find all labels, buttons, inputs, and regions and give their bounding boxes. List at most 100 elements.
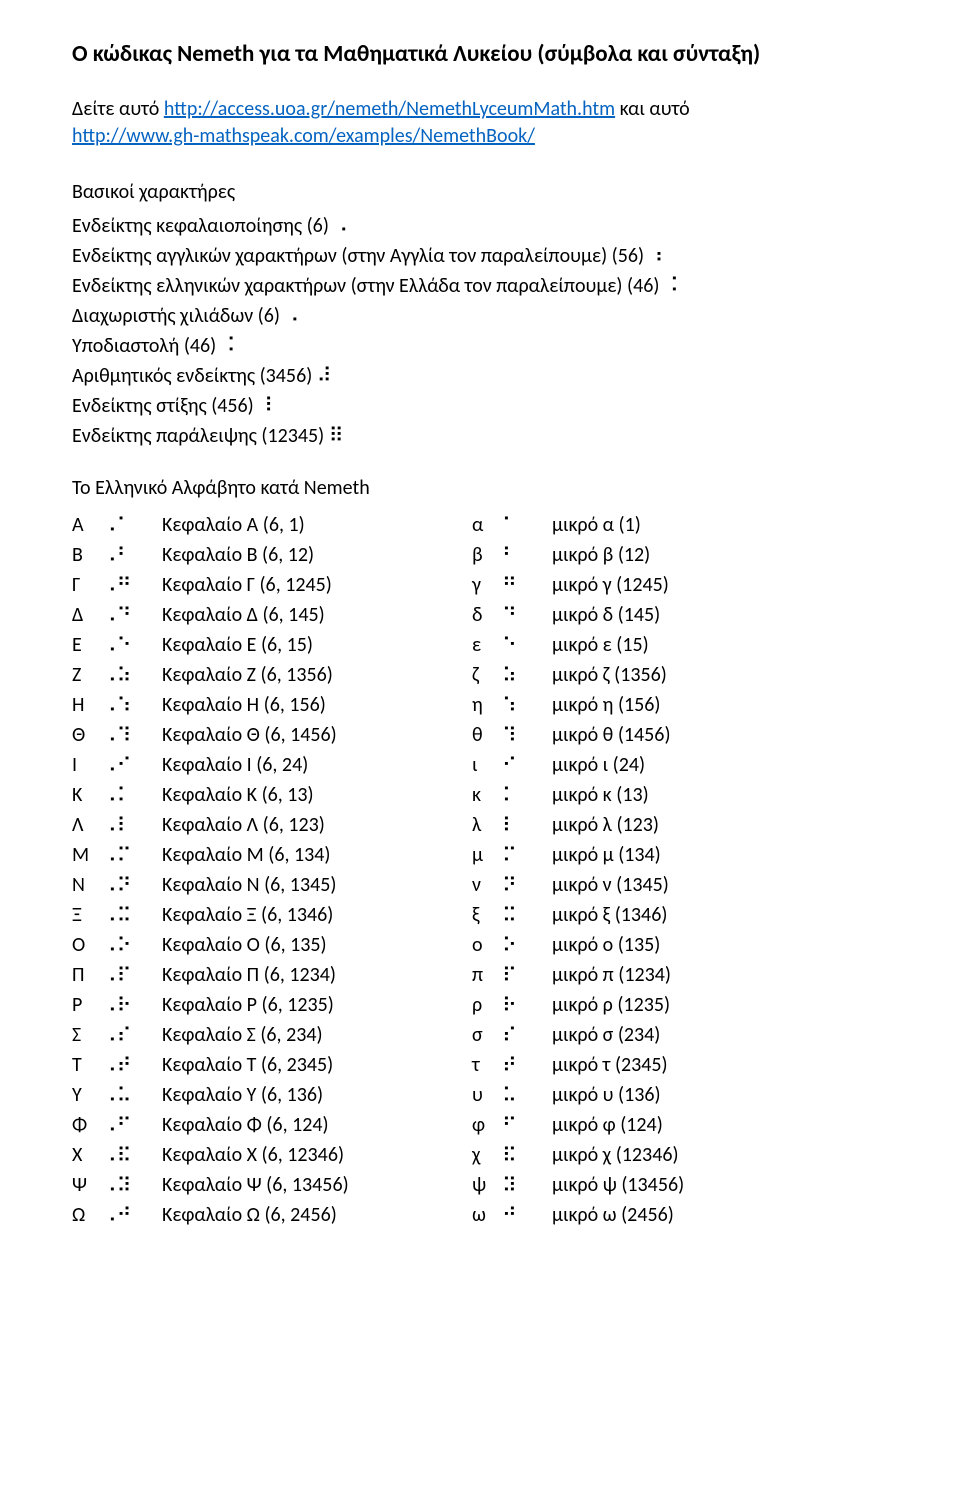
lower-braille: ⠹: [502, 720, 552, 750]
lower-greek-letter: κ: [472, 780, 502, 810]
indicator-row: Ενδείκτης παράλειψης (12345) ⠿: [72, 422, 888, 450]
lower-description: μικρό χ (12346): [552, 1140, 888, 1170]
section-basic-chars: Βασικοί χαρακτήρες: [72, 180, 888, 204]
upper-description: Κεφαλαίο Γ (6, 1245): [162, 570, 472, 600]
table-row: Ο⠠⠕Κεφαλαίο Ο (6, 135)ο⠕μικρό ο (135): [72, 930, 888, 960]
table-row: Ζ⠠⠵Κεφαλαίο Ζ (6, 1356)ζ⠵μικρό ζ (1356): [72, 660, 888, 690]
lower-braille: ⠯: [502, 1140, 552, 1170]
indicator-row: Υποδιαστολή (46) ⠨: [72, 332, 888, 360]
braille-glyph: ⠨: [221, 333, 236, 357]
lower-greek-letter: ε: [472, 630, 502, 660]
table-row: Ξ⠠⠭Κεφαλαίο Ξ (6, 1346)ξ⠭μικρό ξ (1346): [72, 900, 888, 930]
intro-text-2: και αυτό: [615, 97, 690, 121]
table-row: Α⠠⠁Κεφαλαίο Α (6, 1)α⠁μικρό α (1): [72, 510, 888, 540]
lower-braille: ⠁: [502, 510, 552, 540]
lower-braille: ⠥: [502, 1080, 552, 1110]
lower-greek-letter: λ: [472, 810, 502, 840]
upper-description: Κεφαλαίο Α (6, 1): [162, 510, 472, 540]
link-gh-mathspeak[interactable]: http://www.gh-mathspeak.com/examples/Nem…: [72, 124, 535, 148]
upper-description: Κεφαλαίο Ι (6, 24): [162, 750, 472, 780]
upper-description: Κεφαλαίο Λ (6, 123): [162, 810, 472, 840]
upper-braille: ⠠⠇: [102, 810, 162, 840]
table-row: Ε⠠⠑Κεφαλαίο Ε (6, 15)ε⠑μικρό ε (15): [72, 630, 888, 660]
lower-braille: ⠏: [502, 960, 552, 990]
lower-description: μικρό ξ (1346): [552, 900, 888, 930]
upper-greek-letter: Σ: [72, 1020, 102, 1050]
table-row: Φ⠠⠋Κεφαλαίο Φ (6, 124)φ⠋μικρό φ (124): [72, 1110, 888, 1140]
braille-glyph: ⠨: [664, 273, 679, 297]
upper-braille: ⠠⠍: [102, 840, 162, 870]
link-access-uoa[interactable]: http://access.uoa.gr/nemeth/NemethLyceum…: [164, 97, 615, 121]
indicator-row: Ενδείκτης αγγλικών χαρακτήρων (στην Αγγλ…: [72, 242, 888, 270]
table-row: Κ⠠⠅Κεφαλαίο Κ (6, 13)κ⠅μικρό κ (13): [72, 780, 888, 810]
table-row: Ψ⠠⠽Κεφαλαίο Ψ (6, 13456)ψ⠽μικρό ψ (13456…: [72, 1170, 888, 1200]
table-row: Γ⠠⠛Κεφαλαίο Γ (6, 1245)γ⠛μικρό γ (1245): [72, 570, 888, 600]
upper-greek-letter: Υ: [72, 1080, 102, 1110]
lower-description: μικρό α (1): [552, 510, 888, 540]
upper-braille: ⠠⠎: [102, 1020, 162, 1050]
upper-greek-letter: Ρ: [72, 990, 102, 1020]
lower-greek-letter: α: [472, 510, 502, 540]
braille-glyph: ⠸: [258, 393, 273, 417]
lower-greek-letter: μ: [472, 840, 502, 870]
table-row: Ρ⠠⠗Κεφαλαίο Ρ (6, 1235)ρ⠗μικρό ρ (1235): [72, 990, 888, 1020]
upper-greek-letter: Θ: [72, 720, 102, 750]
table-row: Ι⠠⠊Κεφαλαίο Ι (6, 24)ι⠊μικρό ι (24): [72, 750, 888, 780]
table-row: Χ⠠⠯Κεφαλαίο Χ (6, 12346)χ⠯μικρό χ (12346…: [72, 1140, 888, 1170]
lower-braille: ⠙: [502, 600, 552, 630]
lower-braille: ⠑: [502, 630, 552, 660]
indicator-label: Διαχωριστής χιλιάδων (6): [72, 304, 284, 328]
indicator-row: Ενδείκτης ελληνικών χαρακτήρων (στην Ελλ…: [72, 272, 888, 300]
upper-description: Κεφαλαίο Ε (6, 15): [162, 630, 472, 660]
upper-description: Κεφαλαίο Σ (6, 234): [162, 1020, 472, 1050]
indicator-label: Ενδείκτης ελληνικών χαρακτήρων (στην Ελλ…: [72, 274, 664, 298]
upper-description: Κεφαλαίο Ο (6, 135): [162, 930, 472, 960]
upper-description: Κεφαλαίο Ρ (6, 1235): [162, 990, 472, 1020]
upper-description: Κεφαλαίο Ξ (6, 1346): [162, 900, 472, 930]
upper-braille: ⠠⠹: [102, 720, 162, 750]
upper-braille: ⠠⠗: [102, 990, 162, 1020]
upper-description: Κεφαλαίο Ν (6, 1345): [162, 870, 472, 900]
upper-braille: ⠠⠝: [102, 870, 162, 900]
upper-greek-letter: Τ: [72, 1050, 102, 1080]
upper-greek-letter: Ω: [72, 1200, 102, 1230]
lower-braille: ⠱: [502, 690, 552, 720]
lower-description: μικρό ε (15): [552, 630, 888, 660]
upper-braille: ⠠⠱: [102, 690, 162, 720]
lower-description: μικρό ζ (1356): [552, 660, 888, 690]
lower-greek-letter: ν: [472, 870, 502, 900]
upper-description: Κεφαλαίο Ω (6, 2456): [162, 1200, 472, 1230]
table-row: Δ⠠⠙Κεφαλαίο Δ (6, 145)δ⠙μικρό δ (145): [72, 600, 888, 630]
upper-description: Κεφαλαίο Τ (6, 2345): [162, 1050, 472, 1080]
lower-braille: ⠊: [502, 750, 552, 780]
lower-greek-letter: φ: [472, 1110, 502, 1140]
lower-description: μικρό θ (1456): [552, 720, 888, 750]
table-row: Λ⠠⠇Κεφαλαίο Λ (6, 123)λ⠇μικρό λ (123): [72, 810, 888, 840]
lower-description: μικρό β (12): [552, 540, 888, 570]
braille-glyph: ⠿: [329, 423, 344, 447]
lower-description: μικρό ν (1345): [552, 870, 888, 900]
indicator-label: Ενδείκτης παράλειψης (12345): [72, 424, 329, 448]
upper-braille: ⠠⠚: [102, 1200, 162, 1230]
lower-greek-letter: υ: [472, 1080, 502, 1110]
upper-braille: ⠠⠋: [102, 1110, 162, 1140]
upper-greek-letter: Χ: [72, 1140, 102, 1170]
upper-greek-letter: Φ: [72, 1110, 102, 1140]
lower-greek-letter: θ: [472, 720, 502, 750]
lower-description: μικρό φ (124): [552, 1110, 888, 1140]
indicator-label: Υποδιαστολή (46): [72, 334, 221, 358]
braille-glyph: ⠼: [317, 363, 332, 387]
upper-greek-letter: Λ: [72, 810, 102, 840]
lower-greek-letter: ζ: [472, 660, 502, 690]
upper-braille: ⠠⠁: [102, 510, 162, 540]
table-row: Μ⠠⠍Κεφαλαίο Μ (6, 134)μ⠍μικρό μ (134): [72, 840, 888, 870]
upper-greek-letter: Ξ: [72, 900, 102, 930]
indicator-row: Ενδείκτης στίξης (456) ⠸: [72, 392, 888, 420]
upper-braille: ⠠⠃: [102, 540, 162, 570]
section-greek-alphabet: Το Ελληνικό Αλφάβητο κατά Nemeth: [72, 476, 888, 500]
lower-greek-letter: ρ: [472, 990, 502, 1020]
upper-braille: ⠠⠊: [102, 750, 162, 780]
lower-braille: ⠛: [502, 570, 552, 600]
upper-description: Κεφαλαίο Υ (6, 136): [162, 1080, 472, 1110]
table-row: Ω⠠⠚Κεφαλαίο Ω (6, 2456)ω⠚μικρό ω (2456): [72, 1200, 888, 1230]
